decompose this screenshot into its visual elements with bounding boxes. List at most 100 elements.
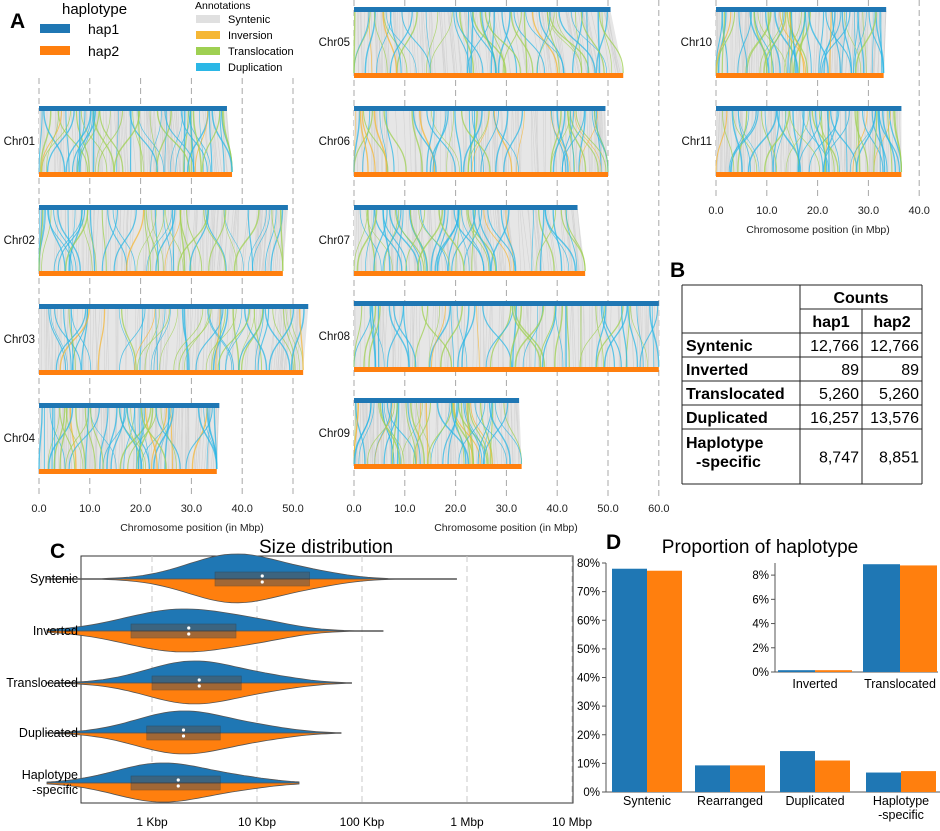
chromosome-track-chr03: Chr03	[4, 304, 309, 375]
violin-translocated	[46, 660, 352, 705]
violin-x-tick: 10 Kbp	[238, 815, 276, 829]
hap2-bar	[716, 73, 884, 78]
hap2-bar	[354, 367, 659, 372]
x-tick-label: 30.0	[496, 503, 517, 515]
bar-hap1	[866, 772, 901, 792]
x-tick-label: 10.0	[79, 503, 100, 515]
chromosome-label: Chr11	[682, 136, 712, 148]
hap1-bar	[716, 106, 902, 111]
hap1-bar	[39, 106, 227, 111]
bar-hap1	[780, 751, 815, 792]
chromosome-label: Chr07	[319, 235, 350, 247]
chromosome-label: Chr03	[4, 334, 35, 346]
x-tick-label: 20.0	[445, 503, 466, 515]
violin-x-tick: 1 Kbp	[136, 815, 168, 829]
legend-hap1-label: hap1	[88, 21, 119, 37]
bar-hap2	[647, 570, 682, 792]
table-row-label: Inverted	[686, 362, 748, 379]
violin-x-tick: 10 Mbp	[552, 815, 592, 829]
x-tick-label: 10.0	[756, 205, 777, 217]
y-tick-label: 0%	[583, 787, 600, 799]
hap2-bar	[354, 464, 522, 469]
bar-hap2	[901, 771, 936, 792]
hap2-bar	[39, 172, 233, 177]
y-tick-label: 20%	[577, 730, 600, 742]
median-hap1	[181, 728, 186, 732]
y-tick-label: 10%	[577, 758, 600, 770]
legend-duplication-label: Duplication	[228, 62, 282, 74]
legend-duplication-swatch	[196, 63, 220, 71]
hap1-bar	[716, 7, 887, 12]
x-category-label: Syntenic	[623, 794, 671, 808]
hap1-bar	[354, 205, 578, 210]
annotations-legend-title: Annotations	[195, 0, 250, 12]
violin-x-tick: 100 Kbp	[340, 815, 385, 829]
x-tick-label: 40.0	[908, 205, 929, 217]
table-column-header: hap2	[873, 314, 910, 331]
table-cell: 8,747	[819, 450, 859, 467]
x-tick-label: 50.0	[282, 503, 303, 515]
violin-hap1-half	[46, 660, 352, 684]
hap2-bar	[39, 271, 283, 276]
violin-hap2-half	[46, 682, 352, 705]
violin-category-label: Haplotype	[22, 768, 78, 782]
x-tick-label: 10.0	[394, 503, 415, 515]
inset-y-tick-label: 8%	[752, 570, 769, 582]
chromosome-label: Chr10	[681, 37, 712, 49]
boxplot-hap1	[130, 775, 221, 784]
inset-y-tick-label: 4%	[752, 619, 769, 631]
hap1-bar	[39, 403, 220, 408]
hap2-bar	[354, 172, 608, 177]
chromosome-label: Chr02	[4, 235, 35, 247]
y-tick-label: 60%	[577, 615, 600, 627]
x-tick-label: 0.0	[708, 205, 723, 217]
hap1-bar	[354, 106, 606, 111]
chromosome-track-chr07: Chr07	[319, 205, 586, 276]
median-hap1	[260, 574, 264, 578]
x-category-label: Duplicated	[785, 794, 844, 808]
hap1-bar	[354, 398, 520, 403]
violin-hap1-half	[46, 710, 342, 734]
y-tick-label: 80%	[577, 558, 600, 570]
violin-category-label: -specific	[32, 783, 78, 797]
median-hap1	[176, 778, 180, 782]
chromosome-track-chr01: Chr01	[4, 106, 233, 177]
y-tick-label: 70%	[577, 587, 600, 599]
x-tick-label: 60.0	[648, 503, 669, 515]
table-cell: 89	[841, 362, 859, 379]
legend-translocation-label: Translocation	[228, 46, 294, 58]
hap2-bar	[354, 73, 624, 78]
median-hap2	[197, 684, 201, 688]
panel-d-label: D	[606, 531, 621, 554]
table-row-label: Duplicated	[686, 410, 768, 427]
table-column-header: hap1	[812, 314, 849, 331]
hap2-bar	[716, 172, 902, 177]
violin-category-label: Syntenic	[30, 572, 78, 586]
inset-bar-hap1	[863, 564, 900, 672]
inset-y-tick-label: 6%	[752, 594, 769, 606]
table-cell: 8,851	[879, 450, 919, 467]
table-cell: 12,766	[810, 338, 859, 355]
hap2-bar	[39, 370, 304, 375]
chromosome-label: Chr08	[319, 331, 350, 343]
legend-syntenic-label: Syntenic	[228, 14, 271, 26]
violin-inverted	[46, 608, 384, 653]
x-tick-label: 30.0	[858, 205, 879, 217]
chromosome-track-chr10: Chr10	[681, 7, 887, 78]
boxplot-hap2	[151, 682, 242, 691]
boxplot-hap1	[130, 623, 237, 632]
hap1-bar	[39, 304, 309, 309]
legend-hap1-swatch	[40, 24, 70, 33]
x-category-label: -specific	[878, 808, 924, 822]
chromosome-label: Chr09	[319, 428, 350, 440]
x-category-label: Haplotype	[873, 794, 929, 808]
y-tick-label: 30%	[577, 701, 600, 713]
hap1-bar	[39, 205, 288, 210]
xlabel-col3: Chromosome position (in Mbp)	[746, 224, 890, 236]
table-cell: 12,766	[870, 338, 919, 355]
inset-bar-hap2	[815, 670, 852, 672]
panel-b-label: B	[670, 259, 685, 282]
violin-syntenic	[46, 553, 457, 604]
x-tick-label: 30.0	[181, 503, 202, 515]
